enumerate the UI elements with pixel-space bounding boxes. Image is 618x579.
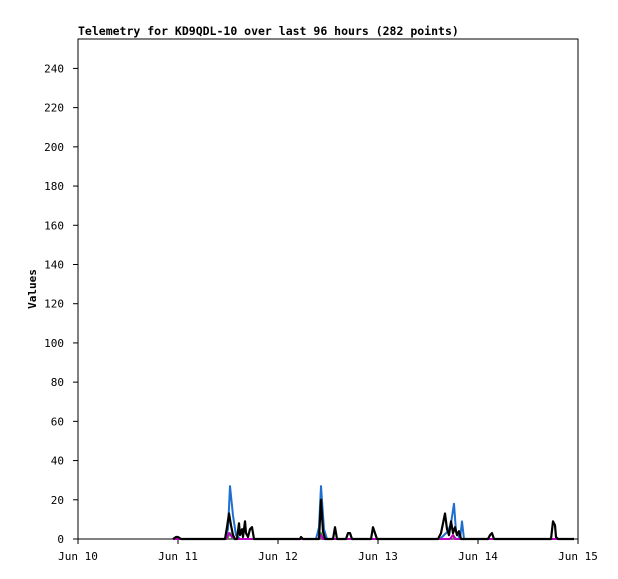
y-axis-label: Values (26, 269, 39, 309)
y-tick-label: 60 (51, 415, 64, 428)
y-tick-label: 80 (51, 376, 64, 389)
y-tick-label: 220 (44, 102, 64, 115)
y-tick-label: 240 (44, 62, 64, 75)
series-line-1 (173, 485, 574, 540)
y-tick-label: 100 (44, 337, 64, 350)
y-axis: 0 20 40 60 80 100 120 140 160 180 200 220 240 (44, 62, 78, 546)
chart-title: Telemetry for KD9QDL-10 over last 96 hou… (78, 24, 459, 38)
plot-frame (77, 38, 579, 540)
y-tick-label: 20 (51, 494, 64, 507)
y-tick-label: 180 (44, 180, 64, 193)
y-tick-label: 140 (44, 258, 64, 271)
x-tick-label: Jun 11 (158, 550, 198, 563)
x-tick-label: Jun 12 (258, 550, 298, 563)
y-tick-label: 0 (57, 533, 64, 546)
y-tick-label: 160 (44, 219, 64, 232)
series-line-4 (172, 498, 574, 541)
y-tick-label: 200 (44, 141, 64, 154)
series-lines (172, 485, 574, 541)
plot-area (77, 38, 579, 540)
x-tick-label: Jun 15 (558, 550, 598, 563)
x-tick-label: Jun 10 (58, 550, 98, 563)
x-axis: Jun 10 Jun 11 Jun 12 Jun 13 Jun 14 Jun 15 (58, 539, 598, 563)
y-tick-label: 40 (51, 455, 64, 468)
y-tick-label: 120 (44, 298, 64, 311)
x-tick-label: Jun 13 (358, 550, 398, 563)
x-tick-label: Jun 14 (458, 550, 498, 563)
